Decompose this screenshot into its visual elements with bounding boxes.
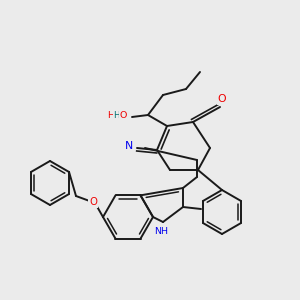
Text: NH: NH: [154, 226, 168, 236]
Text: O: O: [218, 94, 226, 104]
Text: HO: HO: [108, 110, 122, 119]
Text: N: N: [125, 141, 133, 151]
Text: O: O: [120, 110, 127, 119]
Text: O: O: [89, 197, 97, 207]
Text: H: H: [113, 110, 120, 119]
